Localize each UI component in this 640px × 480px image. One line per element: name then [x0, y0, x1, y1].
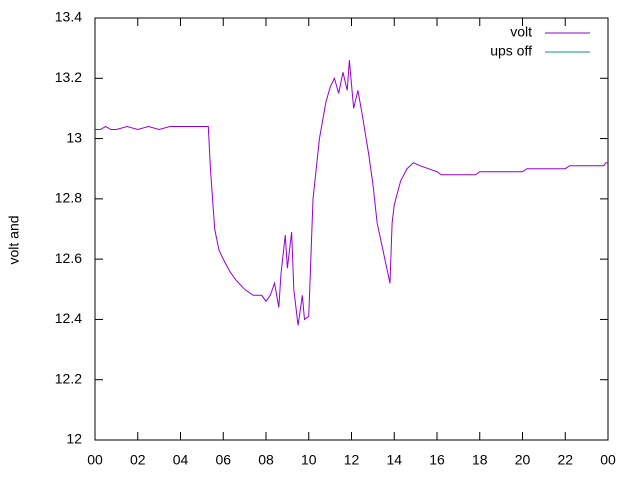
- x-tick-label: 12: [344, 452, 360, 468]
- y-tick-label: 13.4: [55, 9, 82, 25]
- x-tick-label: 10: [301, 452, 317, 468]
- x-tick-label: 08: [258, 452, 274, 468]
- x-tick-label: 18: [472, 452, 488, 468]
- x-tick-label: 00: [600, 452, 616, 468]
- x-tick-label: 00: [87, 452, 103, 468]
- x-tick-label: 16: [429, 452, 445, 468]
- x-tick-label: 20: [515, 452, 531, 468]
- y-tick-label: 12: [66, 431, 82, 447]
- x-tick-label: 04: [173, 452, 189, 468]
- legend-label: ups off: [490, 43, 532, 59]
- data-line: [95, 60, 608, 326]
- legend-label: volt: [510, 24, 532, 40]
- x-tick-label: 14: [386, 452, 402, 468]
- x-tick-label: 22: [557, 452, 573, 468]
- y-tick-label: 12.2: [55, 370, 82, 386]
- y-tick-label: 12.4: [55, 310, 82, 326]
- y-tick-label: 13: [66, 129, 82, 145]
- y-tick-label: 13.2: [55, 69, 82, 85]
- x-tick-label: 06: [215, 452, 231, 468]
- y-tick-label: 12.8: [55, 190, 82, 206]
- y-tick-label: 12.6: [55, 250, 82, 266]
- y-axis-label: volt and: [6, 215, 22, 264]
- x-tick-label: 02: [130, 452, 146, 468]
